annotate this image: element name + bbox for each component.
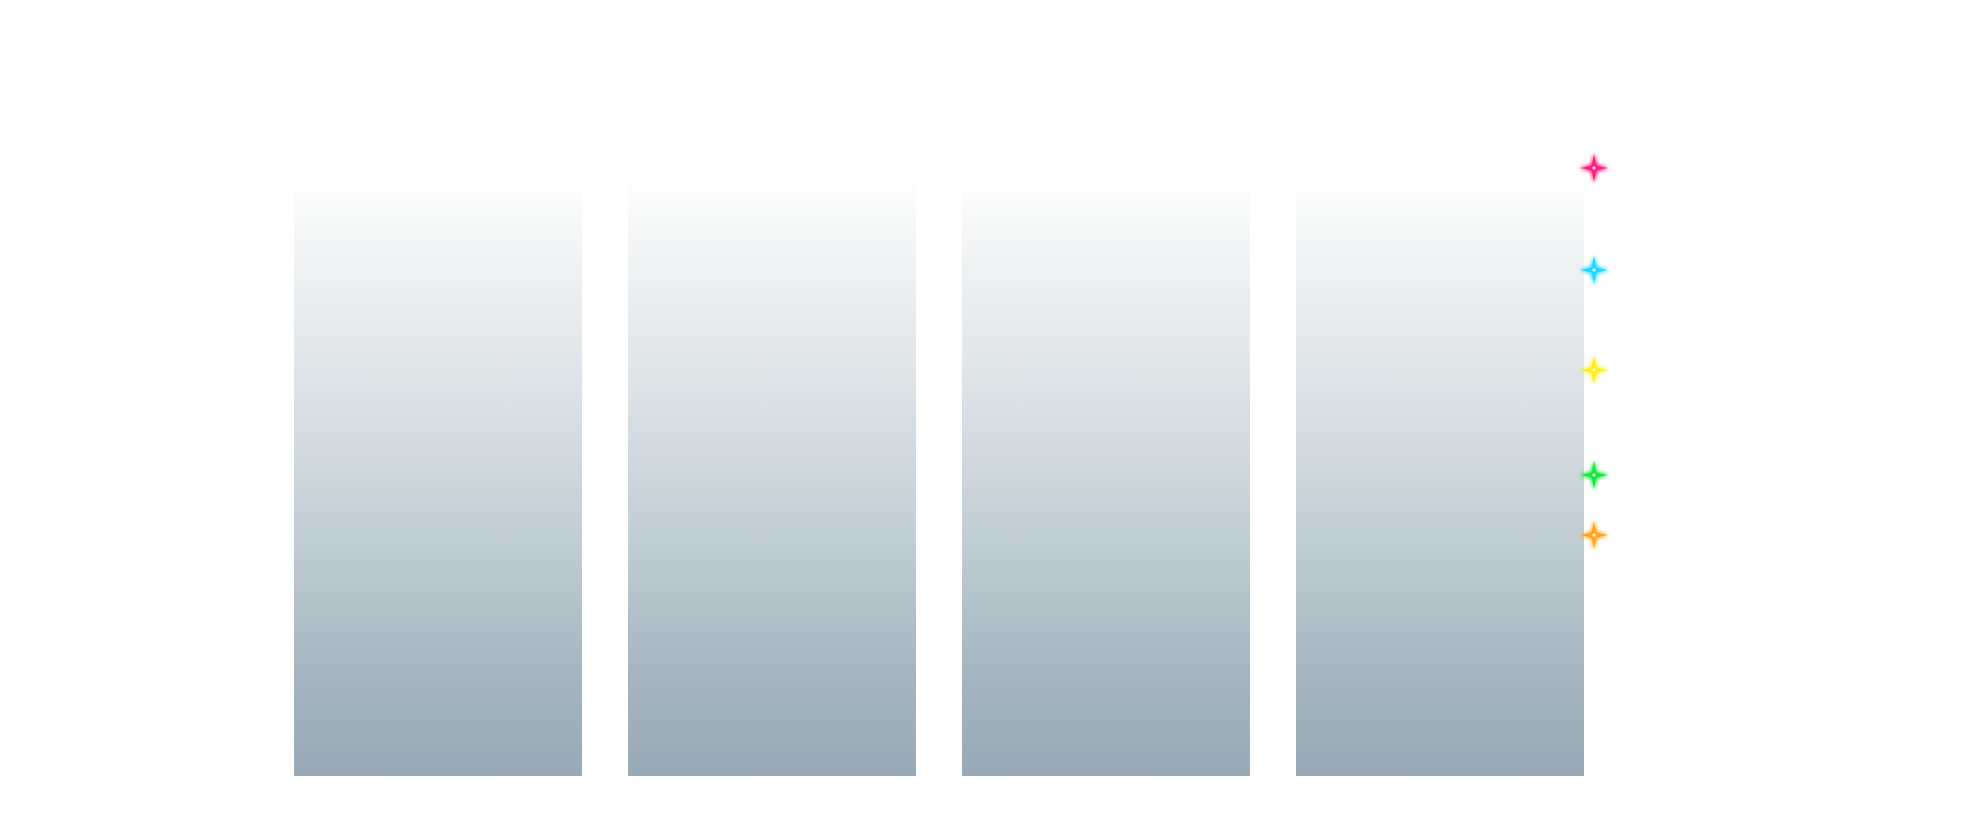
gradient-panel-3 [962,176,1250,776]
gradient-panel-1 [294,176,582,776]
sparkle-icon-pink [1579,153,1609,183]
gradient-panel-2 [628,176,916,776]
sparkle-icon-orange [1579,520,1609,550]
sparkle-icon-yellow [1579,355,1609,385]
sparkle-icon-green [1579,460,1609,490]
gradient-panel-4 [1296,176,1584,776]
sparkle-icon-cyan [1579,255,1609,285]
